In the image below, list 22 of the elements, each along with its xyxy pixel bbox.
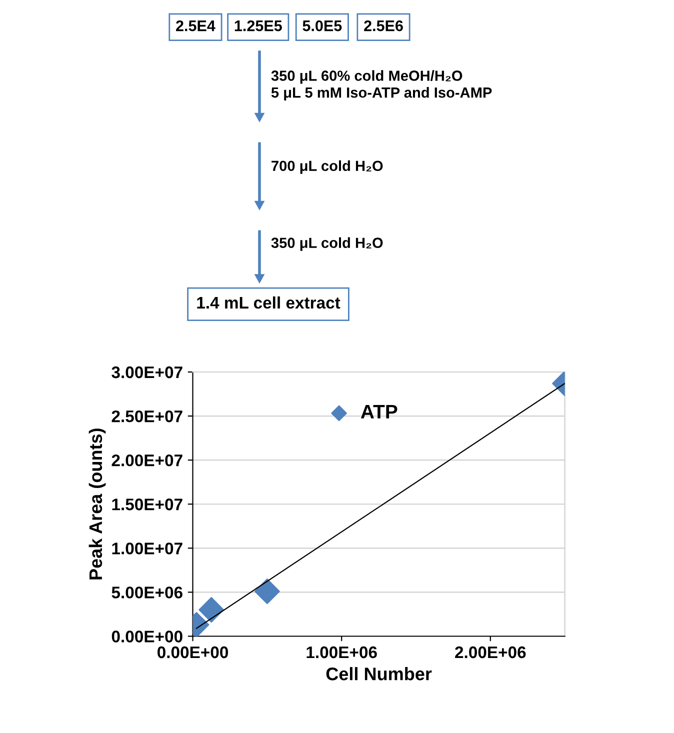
x-tick-label: 0.00E+00 bbox=[158, 646, 228, 658]
y-tick-label: 1.00E+07 bbox=[112, 542, 182, 554]
text: 1.25E5 bbox=[234, 20, 282, 32]
text: 5.0E5 bbox=[302, 20, 342, 32]
y-tick-label: 0.00E+00 bbox=[112, 630, 182, 642]
text: 2.5E4 bbox=[176, 20, 216, 32]
text: 350 μL cold H₂O bbox=[271, 237, 383, 251]
text: 700 μL cold H₂O bbox=[272, 160, 383, 174]
text: 350 μL 60% cold MeOH/H₂O bbox=[271, 70, 462, 84]
x-axis-title: Cell Number bbox=[326, 667, 432, 680]
y-tick-label: 5.00E+06 bbox=[112, 586, 182, 598]
y-tick-label: 2.50E+07 bbox=[112, 410, 182, 422]
x-tick-label: 2.00E+06 bbox=[455, 646, 526, 658]
y-tick-label: 3.00E+07 bbox=[112, 366, 182, 378]
y-axis-title: Peak Area (ounts) bbox=[88, 428, 106, 580]
x-tick-label: 1.00E+06 bbox=[306, 646, 377, 658]
text: 1.4 mL cell extract bbox=[197, 296, 340, 309]
text: 5 μL 5 mM Iso-ATP and Iso-AMP bbox=[271, 87, 492, 101]
y-tick-label: 1.50E+07 bbox=[112, 498, 182, 510]
legend-label: ATP bbox=[360, 404, 398, 418]
text: 2.5E6 bbox=[364, 20, 403, 32]
y-tick-label: 2.00E+07 bbox=[112, 454, 182, 466]
